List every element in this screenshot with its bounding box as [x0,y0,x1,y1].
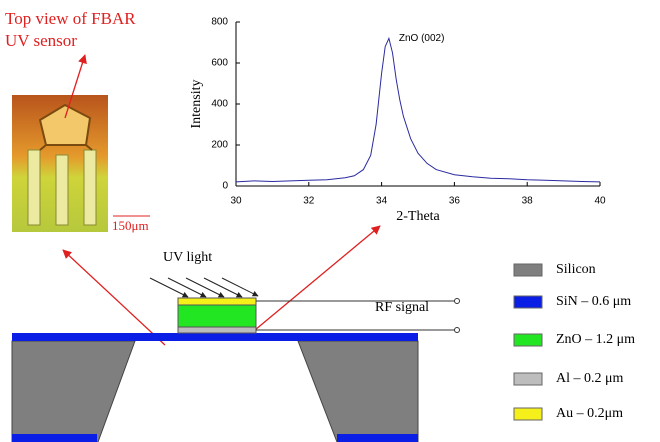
y-tick-label: 400 [211,99,228,110]
x-tick-label: 40 [594,196,606,207]
legend-swatch [513,295,543,309]
peak-annotation: ZnO (002) [399,33,445,44]
x-tick-label: 38 [522,196,534,207]
title-line: UV sensor [5,31,77,50]
legend-label: Silicon [556,262,596,277]
legend-swatch [513,372,543,386]
al-layer [177,326,257,334]
uv-arrows [149,277,259,298]
cross-section [11,297,460,442]
sin-layer [12,333,418,341]
title-line: Top view of FBAR [5,9,136,28]
legend-swatch [513,333,543,347]
y-tick-label: 0 [222,181,228,192]
silicon [11,340,136,442]
legend-label: SiN – 0.6 μm [556,294,631,309]
y-axis-label: Intensity [189,80,204,129]
y-tick-label: 200 [211,140,228,151]
rf-label: RF signal [375,300,429,315]
legend-label: ZnO – 1.2 μm [556,332,635,347]
x-tick-label: 30 [230,196,242,207]
zno-layer [177,304,257,328]
silicon [297,340,419,442]
x-tick-label: 36 [449,196,461,207]
rf-port [454,298,460,304]
legend-swatch [513,407,543,421]
legend-swatch [513,263,543,277]
sin-layer [12,434,97,442]
legend: Silicon SiN – 0.6 μm ZnO – 1.2 μm Al – 0.2 … [513,262,635,421]
au-layer [177,297,257,306]
arrows [62,54,381,346]
legend-label: Au – 0.2μm [556,406,623,421]
xrd-line [235,36,601,183]
sin-layer [337,434,418,442]
x-axis-label: 2-Theta [396,209,440,224]
uv-label: UV light [163,250,212,265]
y-tick-label: 600 [211,58,228,69]
rf-port [454,327,460,333]
legend-label: Al – 0.2 μm [556,371,624,386]
scale-label: 150μm [112,218,149,233]
y-tick-label: 800 [211,17,228,28]
xrd-plot: 0 200 400 600 800 30 32 34 36 38 40 2-Theta Intensit… [189,17,606,225]
x-tick-label: 32 [303,196,315,207]
micrograph [12,95,108,232]
x-tick-label: 34 [376,196,388,207]
